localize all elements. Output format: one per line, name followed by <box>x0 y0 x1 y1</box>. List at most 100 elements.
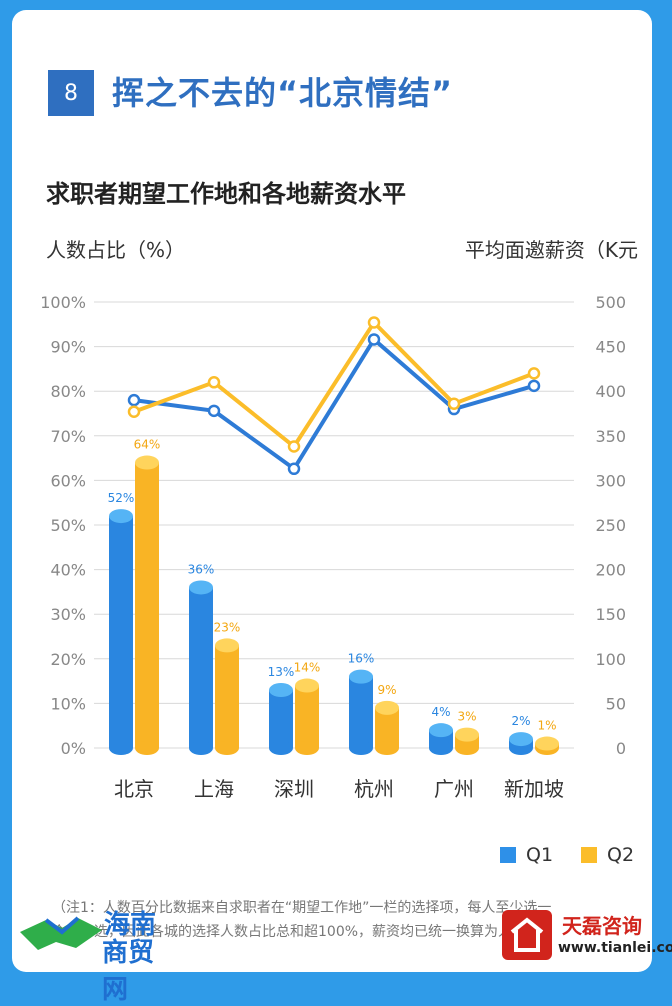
bar-base-q2 <box>295 741 319 755</box>
right-axis-label: 平均面邀薪资（K元 <box>464 238 638 262</box>
bar-base-q1 <box>109 741 133 755</box>
chart-legend: Q1 Q2 <box>500 844 652 866</box>
bar-data-label: 9% <box>377 683 396 697</box>
right-tick-label: 250 <box>595 516 626 535</box>
legend-label-q2: Q2 <box>607 844 635 866</box>
left-tick-label: 0% <box>61 739 86 758</box>
category-label: 杭州 <box>354 777 394 801</box>
footnote-line-2: 个可多选，因此各城的选择人数占比总和超100%，薪资均已统一换算为人民币） <box>52 924 555 940</box>
category-label: 新加坡 <box>504 777 564 801</box>
section-number-badge: 8 <box>48 70 94 116</box>
combo-chart: 0% 0 10% 50 20% 100 30% 150 40% 200 50% 250 60% 300 70… <box>40 293 626 801</box>
bar-data-label: 16% <box>348 652 375 666</box>
left-tick-label: 10% <box>50 694 86 713</box>
line-series-q2 <box>133 319 535 450</box>
bar-top-q2 <box>215 638 239 653</box>
right-tick-label: 50 <box>606 694 626 713</box>
category-label: 广州 <box>434 777 474 801</box>
line-point-q2 <box>207 376 221 389</box>
right-tick-label: 100 <box>595 650 626 669</box>
line-point-q2 <box>287 440 301 453</box>
logo-left-line2: 商贸网 <box>102 938 155 1005</box>
footnote-line-1: （注1：人数百分比数据来自求职者在“期望工作地”一栏的选择项，每人至少选一 <box>52 900 552 916</box>
chart-title: 求职者期望工作地和各地薪资水平 <box>46 180 406 208</box>
left-tick-label: 100% <box>40 293 86 312</box>
bar-top-q1 <box>509 732 533 747</box>
bar-q1 <box>189 587 213 748</box>
line-point-q2 <box>367 316 381 329</box>
bar-top-q1 <box>269 683 293 698</box>
bar-base-q2 <box>455 741 479 755</box>
right-tick-label: 300 <box>595 471 626 490</box>
bar-data-label: 1% <box>537 719 556 733</box>
bar-base-q1 <box>189 741 213 755</box>
right-tick-label: 400 <box>595 382 626 401</box>
left-tick-label: 30% <box>50 605 86 624</box>
bar-top-q2 <box>455 727 479 742</box>
bar-top-q1 <box>349 669 373 684</box>
line-point-q1 <box>287 462 301 476</box>
bar-q2 <box>215 645 239 748</box>
bar-q1 <box>109 516 133 748</box>
line-point-q1 <box>127 393 141 407</box>
tianlei-logo: 天磊咨询 www.tianlei.com <box>500 906 672 966</box>
line-point-q1 <box>527 379 541 393</box>
bar-top-q2 <box>375 700 399 715</box>
bar-top-q1 <box>109 509 133 524</box>
bar-data-label: 52% <box>108 491 135 505</box>
bar-base-q2 <box>375 741 399 755</box>
legend-label-q1: Q1 <box>526 844 554 866</box>
bar-q2 <box>295 685 319 748</box>
handshake-icon <box>20 916 102 950</box>
category-label: 深圳 <box>274 777 314 801</box>
legend-swatch-q2 <box>581 847 598 863</box>
right-tick-label: 500 <box>595 293 626 312</box>
tianlei-emblem-icon <box>502 910 552 960</box>
left-tick-label: 90% <box>50 338 86 357</box>
left-tick-label: 50% <box>50 516 86 535</box>
bar-data-label: 14% <box>294 661 321 675</box>
bar-q1 <box>269 690 293 748</box>
bar-top-q1 <box>189 580 213 595</box>
bar-q1 <box>349 676 373 748</box>
left-tick-label: 70% <box>50 427 86 446</box>
bar-top-q2 <box>295 678 319 693</box>
bar-base-q2 <box>135 741 159 755</box>
bar-base-q1 <box>269 741 293 755</box>
legend-item-q1: Q1 <box>500 844 553 866</box>
bar-base-q1 <box>429 741 453 755</box>
bar-data-label: 36% <box>188 562 215 576</box>
hainan-logo: 海南 商贸网 <box>16 902 166 1005</box>
line-point-q2 <box>127 405 141 418</box>
bar-data-label: 3% <box>457 710 476 724</box>
content-card: 8 挥之不去的“北京情结” 求职者期望工作地和各地薪资水平 人数占比（%） 平均… <box>12 10 652 972</box>
category-label: 上海 <box>194 777 234 801</box>
bar-top-q2 <box>535 736 559 751</box>
bar-base-q1 <box>349 741 373 755</box>
left-tick-label: 20% <box>50 650 86 669</box>
legend-swatch-q1 <box>500 847 516 863</box>
right-tick-label: 350 <box>595 427 626 446</box>
category-label: 北京 <box>114 777 154 801</box>
left-tick-label: 80% <box>50 382 86 401</box>
bar-q2 <box>135 462 159 748</box>
logo-right-line1: 天磊咨询 <box>562 914 642 938</box>
bar-top-q2 <box>135 455 159 470</box>
left-tick-label: 60% <box>50 471 86 490</box>
line-point-q1 <box>207 404 221 418</box>
bar-data-label: 13% <box>268 665 295 679</box>
right-tick-label: 450 <box>595 338 626 357</box>
left-axis-label: 人数占比（%） <box>46 238 186 262</box>
bar-data-label: 23% <box>214 620 241 634</box>
line-point-q2 <box>447 397 461 410</box>
right-tick-label: 200 <box>595 561 626 580</box>
line-point-q1 <box>367 333 381 346</box>
footnote: （注1：人数百分比数据来自求职者在“期望工作地”一栏的选择项，每人至少选一 个可… <box>52 896 632 944</box>
legend-item-q2: Q2 <box>581 844 634 866</box>
right-tick-label: 0 <box>616 739 626 758</box>
logo-left-line1: 海南 <box>104 910 157 940</box>
left-tick-label: 40% <box>50 561 86 580</box>
right-tick-label: 150 <box>595 605 626 624</box>
logo-right-line2: www.tianlei.com <box>558 940 672 956</box>
bar-data-label: 2% <box>511 714 530 728</box>
